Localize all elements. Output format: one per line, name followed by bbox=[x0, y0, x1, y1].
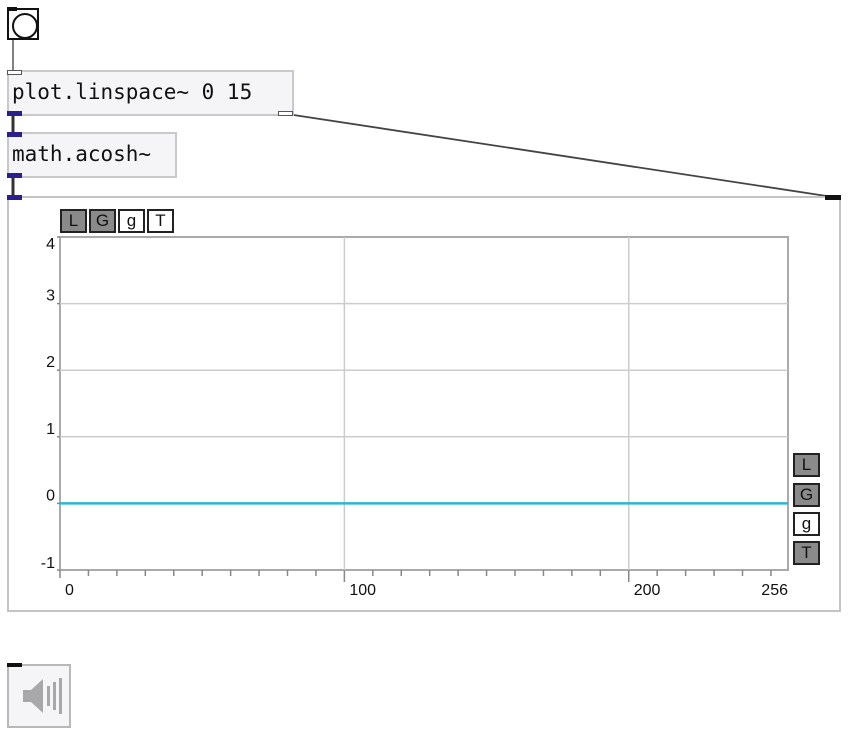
dac-inlet[interactable] bbox=[7, 663, 22, 667]
plot-frame bbox=[59, 236, 789, 571]
plot-inlet-right[interactable] bbox=[825, 195, 841, 200]
linspace-object[interactable]: plot.linspace~ 0 15 bbox=[7, 70, 294, 116]
x-tick-label: 256 bbox=[761, 582, 788, 599]
plot-toolbar-top: L G g T bbox=[60, 209, 176, 235]
acosh-object-text: math.acosh~ bbox=[12, 142, 152, 166]
y-tick-label: 0 bbox=[46, 487, 55, 504]
linspace-object-text: plot.linspace~ 0 15 bbox=[12, 80, 253, 104]
x-tick-label: 0 bbox=[65, 582, 74, 599]
linspace-outlet-left[interactable] bbox=[7, 111, 22, 116]
y-tick-label: 2 bbox=[46, 354, 55, 371]
toggle-side-G[interactable]: G bbox=[793, 483, 820, 507]
y-tick-label: 4 bbox=[46, 236, 55, 253]
y-tick-label: 1 bbox=[46, 421, 55, 438]
bang-inlet[interactable] bbox=[7, 7, 17, 11]
wire-linspace-to-plot-right bbox=[286, 113, 834, 198]
linspace-outlet-right[interactable] bbox=[278, 111, 293, 116]
bang-button[interactable] bbox=[7, 7, 39, 40]
linspace-inlet-left[interactable] bbox=[7, 70, 22, 75]
toggle-side-g[interactable]: g bbox=[793, 512, 820, 536]
acosh-outlet[interactable] bbox=[7, 173, 22, 178]
acosh-object[interactable]: math.acosh~ bbox=[7, 132, 177, 178]
toggle-top-g[interactable]: g bbox=[118, 209, 145, 233]
x-tick-label: 200 bbox=[634, 582, 661, 599]
bang-circle-icon bbox=[12, 13, 38, 39]
plot-object[interactable] bbox=[7, 196, 841, 612]
speaker-icon bbox=[23, 678, 62, 714]
toggle-top-T[interactable]: T bbox=[147, 209, 174, 233]
dac-object[interactable] bbox=[7, 664, 71, 728]
x-tick-label: 100 bbox=[349, 582, 376, 599]
toggle-top-G[interactable]: G bbox=[89, 209, 116, 233]
plot-toolbar-side: L G g T bbox=[793, 453, 820, 569]
toggle-side-T[interactable]: T bbox=[793, 541, 820, 565]
acosh-inlet[interactable] bbox=[7, 132, 22, 137]
toggle-side-L[interactable]: L bbox=[793, 453, 820, 477]
y-tick-label: 3 bbox=[46, 288, 55, 305]
toggle-top-L[interactable]: L bbox=[60, 209, 87, 233]
y-tick-label: -1 bbox=[41, 555, 55, 572]
plot-inlet-left[interactable] bbox=[7, 195, 22, 200]
